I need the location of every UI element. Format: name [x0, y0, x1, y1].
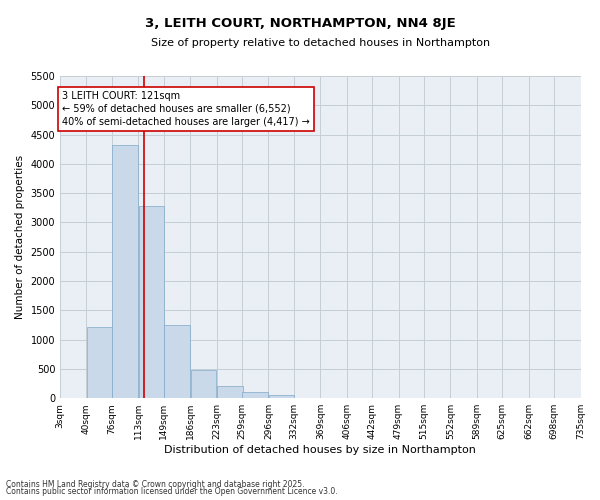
Bar — [242, 392, 268, 398]
Text: 3, LEITH COURT, NORTHAMPTON, NN4 8JE: 3, LEITH COURT, NORTHAMPTON, NN4 8JE — [145, 18, 455, 30]
Bar — [112, 144, 138, 398]
Bar — [164, 325, 190, 398]
Bar — [139, 206, 164, 398]
X-axis label: Distribution of detached houses by size in Northampton: Distribution of detached houses by size … — [164, 445, 476, 455]
Bar — [191, 370, 216, 398]
Text: 3 LEITH COURT: 121sqm
← 59% of detached houses are smaller (6,552)
40% of semi-d: 3 LEITH COURT: 121sqm ← 59% of detached … — [62, 90, 310, 127]
Bar — [269, 396, 295, 398]
Bar — [87, 326, 112, 398]
Title: Size of property relative to detached houses in Northampton: Size of property relative to detached ho… — [151, 38, 490, 48]
Bar — [217, 386, 242, 398]
Y-axis label: Number of detached properties: Number of detached properties — [15, 155, 25, 319]
Text: Contains HM Land Registry data © Crown copyright and database right 2025.: Contains HM Land Registry data © Crown c… — [6, 480, 305, 489]
Text: Contains public sector information licensed under the Open Government Licence v3: Contains public sector information licen… — [6, 487, 338, 496]
